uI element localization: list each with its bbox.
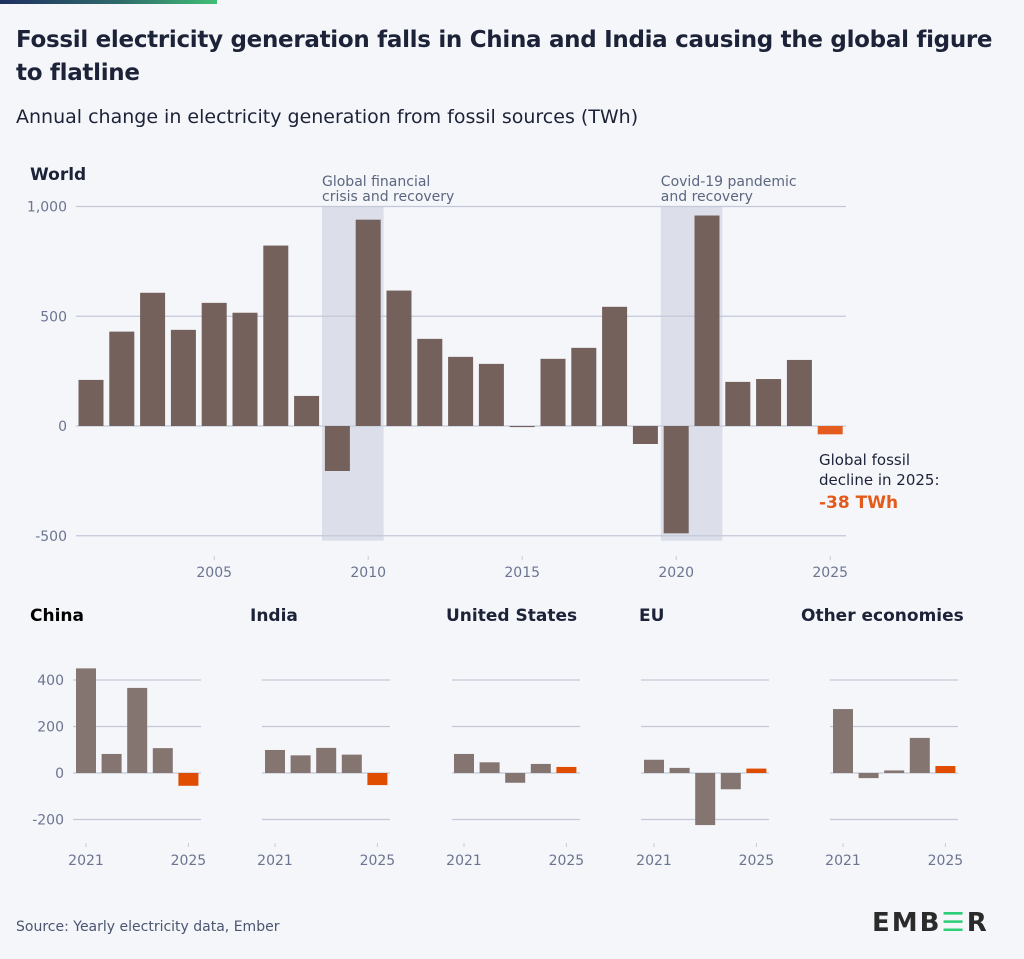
x-tick-label: 2015: [504, 565, 540, 581]
panel-title-china: China: [30, 606, 84, 626]
shaded-region-label: and recovery: [661, 189, 753, 205]
x-tick-label: 2025: [739, 853, 775, 869]
x-tick-label: 2021: [446, 853, 482, 869]
bar-china-2023: [127, 687, 148, 773]
bar-world-2018: [602, 306, 628, 426]
y-tick-label: 500: [40, 309, 67, 325]
brand-accent-bar: [0, 0, 217, 4]
bar-eu-2022: [669, 767, 690, 773]
bar-world-2014: [478, 363, 504, 426]
bar-world-2013: [448, 356, 474, 426]
bar-world-2023: [756, 379, 782, 426]
bar-world-2011: [386, 290, 412, 426]
bar-india-2021: [265, 749, 285, 773]
shaded-region-label: Covid-19 pandemic: [661, 174, 797, 190]
y-tick-label: -200: [32, 813, 64, 829]
bar-china-2024: [152, 748, 173, 773]
x-tick-label: 2025: [928, 853, 964, 869]
bar-united-states-2025: [556, 766, 577, 773]
bar-world-2010: [355, 219, 381, 426]
x-tick-label: 2025: [812, 565, 848, 581]
x-tick-label: 2010: [350, 565, 386, 581]
bar-india-2023: [316, 747, 337, 773]
bar-india-2025: [367, 773, 388, 786]
bar-united-states-2021: [454, 753, 474, 773]
chart-subtitle: Annual change in electricity generation …: [16, 106, 639, 128]
y-tick-label: -500: [35, 529, 67, 545]
bar-world-2007: [263, 245, 289, 426]
bar-other-economies-2025: [935, 766, 956, 773]
shaded-region-label: Global financial: [322, 174, 430, 190]
bar-world-2009: [324, 426, 350, 471]
panel-title-united-states: United States: [446, 606, 577, 626]
bar-world-2024: [786, 359, 812, 426]
shaded-region-label: crisis and recovery: [322, 189, 454, 205]
y-tick-label: 200: [37, 720, 64, 736]
bar-india-2024: [341, 754, 362, 773]
panel-title-other-economies: Other economies: [801, 606, 964, 626]
bar-world-2025: [817, 426, 843, 435]
x-tick-label: 2021: [257, 853, 293, 869]
bar-world-2020: [663, 426, 689, 534]
bar-world-2015: [509, 426, 535, 428]
bar-world-2004: [170, 329, 196, 426]
bar-world-2022: [725, 381, 751, 426]
bar-world-2002: [109, 331, 135, 426]
panel-title-eu: EU: [639, 606, 664, 626]
annotation-value: -38 TWh: [819, 493, 898, 513]
bar-world-2021: [694, 215, 720, 426]
bar-world-2001: [78, 379, 104, 426]
bar-world-2005: [201, 302, 227, 426]
bar-united-states-2024: [530, 763, 551, 773]
ember-logo: EMB☰R: [872, 908, 989, 938]
source-note: Source: Yearly electricity data, Ember: [16, 919, 280, 935]
world-panel-title: World: [30, 165, 86, 185]
bar-world-2006: [232, 312, 258, 426]
y-tick-label: 0: [55, 766, 64, 782]
bar-united-states-2022: [479, 762, 500, 773]
x-tick-label: 2021: [825, 853, 861, 869]
bar-world-2017: [571, 347, 597, 426]
bar-world-2008: [294, 395, 320, 426]
panel-title-india: India: [250, 606, 298, 626]
y-tick-label: 400: [37, 673, 64, 689]
x-tick-label: 2005: [196, 565, 232, 581]
annotation-text: decline in 2025:: [819, 471, 940, 489]
bar-china-2022: [101, 753, 122, 773]
bar-united-states-2023: [505, 773, 526, 783]
x-tick-label: 2025: [171, 853, 207, 869]
annotation-text: Global fossil: [819, 451, 910, 469]
x-tick-label: 2021: [68, 853, 104, 869]
y-tick-label: 0: [58, 419, 67, 435]
bar-world-2016: [540, 358, 566, 426]
chart-title: Fossil electricity generation falls in C…: [16, 27, 993, 86]
bar-eu-2024: [720, 773, 741, 790]
bar-eu-2023: [695, 773, 716, 826]
bar-eu-2025: [746, 768, 767, 773]
bar-other-economies-2021: [833, 709, 853, 773]
bar-eu-2021: [644, 759, 664, 773]
bar-world-2012: [417, 338, 443, 426]
y-tick-label: 1,000: [27, 200, 67, 216]
bar-china-2021: [76, 668, 96, 773]
bar-other-economies-2022: [858, 773, 879, 779]
bar-world-2019: [632, 426, 658, 444]
x-tick-label: 2025: [549, 853, 585, 869]
x-tick-label: 2020: [658, 565, 694, 581]
x-tick-label: 2021: [636, 853, 672, 869]
x-tick-label: 2025: [360, 853, 396, 869]
bar-world-2003: [140, 292, 166, 426]
bar-china-2025: [178, 773, 199, 786]
bar-other-economies-2023: [884, 770, 905, 773]
bar-other-economies-2024: [909, 737, 930, 773]
bar-india-2022: [290, 755, 311, 773]
